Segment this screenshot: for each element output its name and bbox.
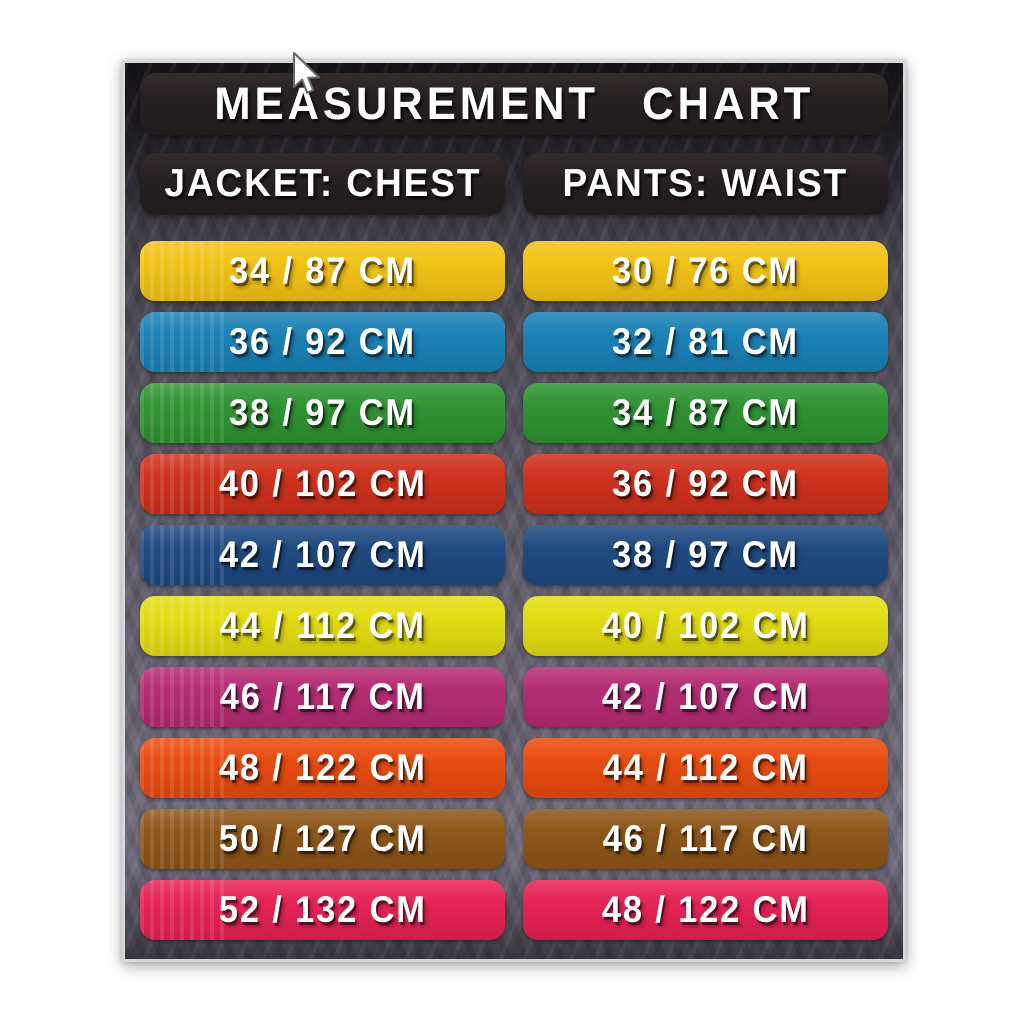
column-header-jacket: JACKET: CHEST (140, 153, 505, 215)
size-pill-pants: 42 / 107 CM (523, 667, 888, 727)
size-pill-jacket: 36 / 92 CM (140, 312, 505, 372)
size-text: 44 / 112 CM (602, 747, 809, 788)
size-text: 38 / 97 CM (229, 392, 416, 433)
size-row: 52 / 132 CM 48 / 122 CM (140, 880, 888, 940)
measurement-chart: MEASUREMENT CHART JACKET: CHEST PANTS: W… (122, 60, 906, 962)
size-pill-pants: 40 / 102 CM (523, 596, 888, 656)
size-text: 50 / 127 CM (218, 818, 427, 859)
size-text: 48 / 122 CM (218, 747, 427, 788)
size-text: 34 / 87 CM (229, 250, 416, 291)
size-text: 38 / 97 CM (612, 534, 799, 575)
size-text: 36 / 92 CM (612, 463, 799, 504)
size-pill-jacket: 34 / 87 CM (140, 241, 505, 301)
size-text: 48 / 122 CM (601, 889, 810, 930)
size-row: 50 / 127 CM 46 / 117 CM (140, 809, 888, 869)
size-pill-jacket: 52 / 132 CM (140, 880, 505, 940)
size-pill-pants: 32 / 81 CM (523, 312, 888, 372)
size-text: 42 / 107 CM (601, 676, 810, 717)
size-pill-jacket: 46 / 117 CM (140, 667, 505, 727)
size-text: 46 / 117 CM (219, 676, 426, 717)
chart-title: MEASUREMENT CHART (214, 78, 814, 129)
column-header-pants: PANTS: WAIST (523, 153, 888, 215)
size-row: 36 / 92 CM 32 / 81 CM (140, 312, 888, 372)
size-row: 40 / 102 CM 36 / 92 CM (140, 454, 888, 514)
size-rows: 34 / 87 CM 30 / 76 CM 36 / 92 CM 32 / 81 CM… (140, 241, 888, 940)
column-header-pants-label: PANTS: WAIST (562, 162, 849, 205)
size-text: 32 / 81 CM (612, 321, 799, 362)
size-text: 42 / 107 CM (218, 534, 427, 575)
size-pill-pants: 48 / 122 CM (523, 880, 888, 940)
size-pill-pants: 44 / 112 CM (523, 738, 888, 798)
size-row: 44 / 112 CM 40 / 102 CM (140, 596, 888, 656)
size-text: 46 / 117 CM (602, 818, 809, 859)
size-pill-pants: 38 / 97 CM (523, 525, 888, 585)
size-pill-pants: 34 / 87 CM (523, 383, 888, 443)
column-header-jacket-label: JACKET: CHEST (163, 162, 482, 205)
size-row: 34 / 87 CM 30 / 76 CM (140, 241, 888, 301)
size-pill-jacket: 40 / 102 CM (140, 454, 505, 514)
size-text: 36 / 92 CM (229, 321, 416, 362)
column-headers: JACKET: CHEST PANTS: WAIST (140, 153, 888, 215)
size-row: 46 / 117 CM 42 / 107 CM (140, 667, 888, 727)
size-pill-jacket: 48 / 122 CM (140, 738, 505, 798)
chart-title-bar: MEASUREMENT CHART (140, 73, 888, 135)
size-pill-jacket: 44 / 112 CM (140, 596, 505, 656)
size-pill-jacket: 38 / 97 CM (140, 383, 505, 443)
size-text: 52 / 132 CM (218, 889, 427, 930)
size-row: 42 / 107 CM 38 / 97 CM (140, 525, 888, 585)
size-text: 40 / 102 CM (601, 605, 810, 646)
mouse-cursor-icon (293, 52, 320, 94)
size-row: 48 / 122 CM 44 / 112 CM (140, 738, 888, 798)
size-pill-jacket: 42 / 107 CM (140, 525, 505, 585)
size-pill-jacket: 50 / 127 CM (140, 809, 505, 869)
size-text: 40 / 102 CM (218, 463, 427, 504)
size-row: 38 / 97 CM 34 / 87 CM (140, 383, 888, 443)
size-pill-pants: 46 / 117 CM (523, 809, 888, 869)
size-text: 34 / 87 CM (612, 392, 799, 433)
size-text: 44 / 112 CM (219, 605, 426, 646)
size-pill-pants: 36 / 92 CM (523, 454, 888, 514)
size-text: 30 / 76 CM (612, 250, 799, 291)
size-pill-pants: 30 / 76 CM (523, 241, 888, 301)
